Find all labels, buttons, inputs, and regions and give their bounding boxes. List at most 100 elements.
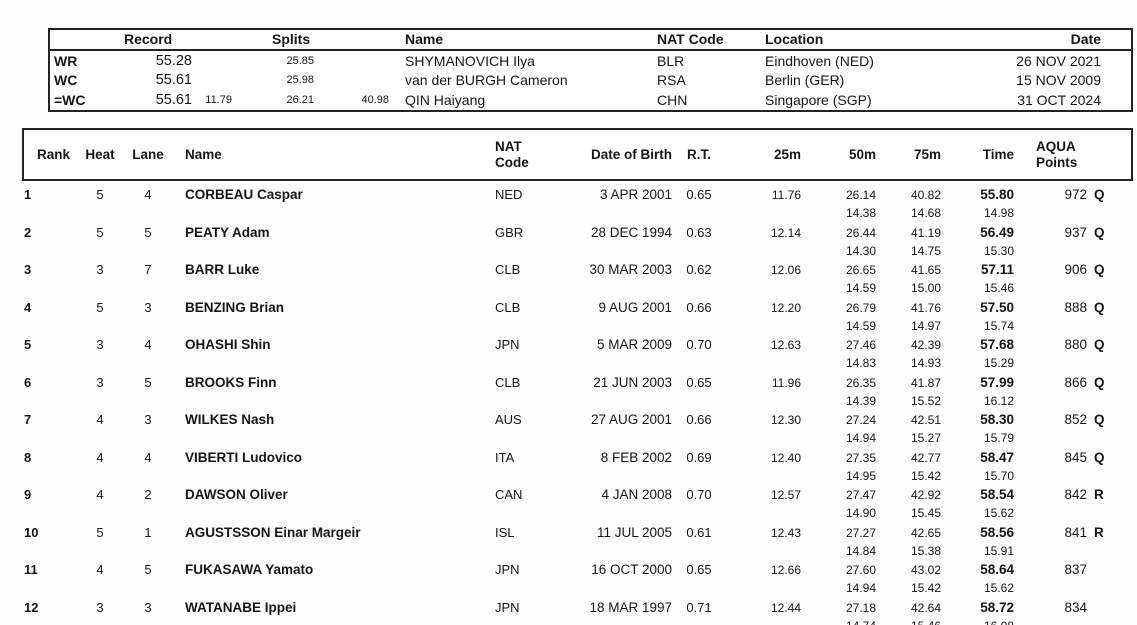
swimmer-name-cell: VIBERTI Ludovico xyxy=(185,449,303,465)
results-header-name: Name xyxy=(185,147,222,162)
final-time-cell: 55.80 xyxy=(980,187,1014,202)
results-body: 1 5 4 CORBEAU Caspar NED 3 APR 2001 0.65… xyxy=(24,181,1129,625)
lane-cell: 5 xyxy=(144,374,152,390)
qualification-flag: R xyxy=(1094,524,1104,540)
date-of-birth-cell: 27 AUG 2001 xyxy=(590,412,672,428)
nat-code-cell: CLB xyxy=(495,262,521,278)
lap-100m-cell: 16.08 xyxy=(941,619,1014,625)
record-type-cell: =WC xyxy=(54,91,86,108)
aqua-points-cell: 888 Q xyxy=(1014,300,1135,315)
aqua-points-cell: 852 Q xyxy=(1014,412,1135,427)
reaction-time-cell: 0.62 xyxy=(686,262,712,278)
result-row: 11 4 5 FUKASAWA Yamato JPN 16 OCT 2000 0… xyxy=(24,556,1129,596)
swimmer-name-cell: PEATY Adam xyxy=(185,224,270,240)
results-header-nat-code: NAT Code xyxy=(489,139,569,171)
points-value: 866 xyxy=(1064,374,1087,390)
aqua-points-cell: 866 Q xyxy=(1014,375,1135,390)
points-value: 852 xyxy=(1064,412,1087,428)
lap-75m-cell: 14.97 xyxy=(910,318,941,333)
record-date-cell: 31 OCT 2024 xyxy=(1017,91,1101,108)
lap-75m-cell: 15.46 xyxy=(876,619,941,625)
lap-50m-cell: 14.94 xyxy=(845,581,876,596)
rank-cell: 8 xyxy=(24,449,32,465)
split-50m-cell: 27.27 xyxy=(845,525,876,540)
points-value: 972 xyxy=(1064,187,1087,202)
nat-code-cell: CLB xyxy=(495,374,521,390)
aqua-points-cell: 845 Q xyxy=(1014,450,1135,465)
qualification-flag: R xyxy=(1094,487,1104,503)
lap-75m-cell: 15.42 xyxy=(910,468,941,483)
date-of-birth-cell: 9 AUG 2001 xyxy=(598,299,672,315)
reaction-time-cell: 0.65 xyxy=(686,562,712,578)
lap-75m-cell: 15.38 xyxy=(910,543,941,558)
lap-75m-cell: 15.27 xyxy=(910,431,941,446)
points-value: 880 xyxy=(1064,337,1087,353)
qualification-flag: Q xyxy=(1094,262,1105,278)
lap-75m-cell: 14.93 xyxy=(910,356,941,371)
heat-cell: 5 xyxy=(96,224,104,240)
split-25m-cell: 12.66 xyxy=(770,563,801,578)
nat-code-cell: ISL xyxy=(495,524,515,540)
aqua-points-cell: 972 Q xyxy=(1014,187,1135,202)
lane-cell: 3 xyxy=(144,299,152,315)
lap-50m-cell: 14.95 xyxy=(845,468,876,483)
lap-100m-cell: 15.30 xyxy=(983,243,1014,258)
record-time-cell: 55.61 xyxy=(155,72,192,89)
split-25m-cell: 12.30 xyxy=(770,413,801,428)
results-header-points-line2: Points xyxy=(1036,154,1078,170)
nat-code-cell: JPN xyxy=(495,337,520,353)
result-lap-line: 14.94 15.27 15.79 xyxy=(24,430,1129,448)
results-header-lane: Lane xyxy=(132,147,164,162)
results-header-dob: Date of Birth xyxy=(591,147,672,162)
split-25m-cell: 12.20 xyxy=(770,300,801,315)
result-lap-line: 14.38 14.68 14.98 xyxy=(24,205,1129,223)
date-of-birth-cell: 5 MAR 2009 xyxy=(596,337,672,353)
split-50m-cell: 27.60 xyxy=(845,563,876,578)
lap-100m-cell: 15.62 xyxy=(983,506,1014,521)
split-25m-cell: 12.43 xyxy=(770,525,801,540)
result-row: 1 5 4 CORBEAU Caspar NED 3 APR 2001 0.65… xyxy=(24,181,1129,220)
record-location-cell: Eindhoven (NED) xyxy=(765,52,874,69)
aqua-points-cell: 837 xyxy=(1014,562,1135,577)
lap-100m-cell: 15.70 xyxy=(983,468,1014,483)
date-of-birth-cell: 21 JUN 2003 xyxy=(593,374,672,390)
lap-50m-cell: 14.74 xyxy=(801,619,876,625)
result-row: 2 5 5 PEATY Adam GBR 28 DEC 1994 0.63 12… xyxy=(24,219,1129,258)
split-25m-cell: 12.40 xyxy=(770,450,801,465)
lap-100m-cell: 15.91 xyxy=(983,543,1014,558)
results-header-rank: Rank xyxy=(36,147,70,162)
reaction-time-cell: 0.70 xyxy=(686,337,712,353)
record-split-25m-cell: 11.79 xyxy=(205,93,232,106)
record-nat-code-cell: RSA xyxy=(657,72,686,89)
rank-cell: 7 xyxy=(24,412,32,428)
reaction-time-cell: 0.61 xyxy=(686,524,712,540)
lane-cell: 4 xyxy=(144,187,152,202)
qualification-flag: Q xyxy=(1094,299,1105,315)
result-lap-line: 14.95 15.42 15.70 xyxy=(24,468,1129,486)
split-75m-cell: 42.92 xyxy=(910,488,941,503)
records-table: Record Splits Name NAT Code Location Dat… xyxy=(48,28,1133,112)
record-time-cell: 55.61 xyxy=(155,91,192,108)
result-lap-line: 14.59 15.00 15.46 xyxy=(24,280,1129,298)
results-header-nat-line2: Code xyxy=(495,154,529,170)
lap-50m-cell: 14.90 xyxy=(845,506,876,521)
points-value: 842 xyxy=(1064,487,1087,503)
heat-cell: 3 xyxy=(96,600,104,616)
points-value: 937 xyxy=(1064,224,1087,240)
date-of-birth-cell: 16 OCT 2000 xyxy=(591,562,672,578)
result-main-line: 3 3 7 BARR Luke CLB 30 MAR 2003 0.62 12.… xyxy=(24,262,1129,280)
final-time-cell: 58.30 xyxy=(980,412,1014,428)
split-50m-cell: 26.14 xyxy=(845,188,876,202)
heat-cell: 3 xyxy=(96,374,104,390)
record-holder-name-cell: van der BURGH Cameron xyxy=(405,72,568,89)
heat-cell: 3 xyxy=(96,337,104,353)
split-75m-cell: 42.77 xyxy=(910,450,941,465)
heat-cell: 4 xyxy=(96,449,104,465)
record-date-cell: 26 NOV 2021 xyxy=(1016,52,1101,69)
lap-50m-cell: 14.84 xyxy=(845,543,876,558)
points-value: 834 xyxy=(1064,600,1087,616)
rank-cell: 3 xyxy=(24,262,32,278)
result-row: 5 3 4 OHASHI Shin JPN 5 MAR 2009 0.70 12… xyxy=(24,331,1129,371)
split-50m-cell: 27.18 xyxy=(845,601,876,616)
